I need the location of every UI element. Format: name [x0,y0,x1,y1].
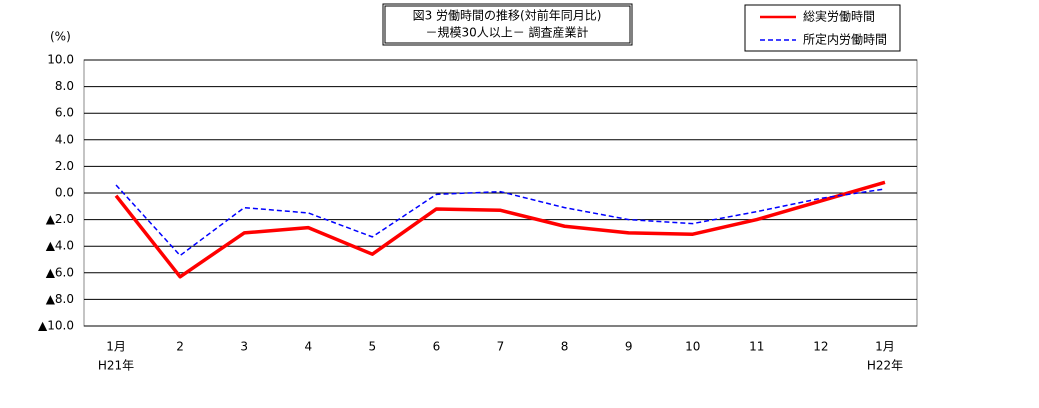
x-tick-label: 8 [561,340,569,354]
y-tick-label: ▲2.0 [46,212,74,226]
x-tick-label: 9 [625,340,633,354]
y-tick-label: ▲4.0 [46,239,74,253]
x-tick-label: 5 [369,340,377,354]
y-tick-label: ▲8.0 [46,292,74,306]
x-tick-label: 1月 [875,340,895,354]
x-tick-label: 2 [176,340,184,354]
x-tick-sublabel: H21年 [98,359,134,373]
legend-label: 所定内労働時間 [803,32,887,47]
legend-label: 総実労働時間 [803,9,875,24]
series-line [115,184,886,257]
y-tick-label: 10.0 [47,53,74,67]
x-tick-label: 7 [497,340,505,354]
title-box [382,3,633,46]
x-tick-label: 4 [304,340,312,354]
chart-title: 図3 労働時間の推移(対前年同月比) [413,8,602,23]
y-tick-label: 8.0 [55,79,74,93]
y-tick-label: 6.0 [55,106,74,120]
series-line [114,180,886,279]
y-tick-label: 0.0 [55,186,74,200]
chart-subtitle: －規模30人以上－ 調査産業計 [425,25,588,40]
x-tick-label: 6 [433,340,441,354]
x-tick-label: 1月 [106,340,126,354]
x-tick-label: 3 [240,340,248,354]
y-tick-label: 2.0 [55,159,74,173]
title-box-inner [384,5,631,44]
legend-box [744,4,901,52]
y-tick-label: ▲6.0 [46,265,74,279]
y-tick-label: ▲10.0 [38,319,74,333]
x-tick-sublabel: H22年 [867,359,903,373]
y-tick-label: 4.0 [55,132,74,146]
x-tick-label: 11 [749,340,764,354]
x-tick-label: 12 [813,340,828,354]
x-tick-label: 10 [685,340,700,354]
y-axis-label: (%) [50,30,71,44]
